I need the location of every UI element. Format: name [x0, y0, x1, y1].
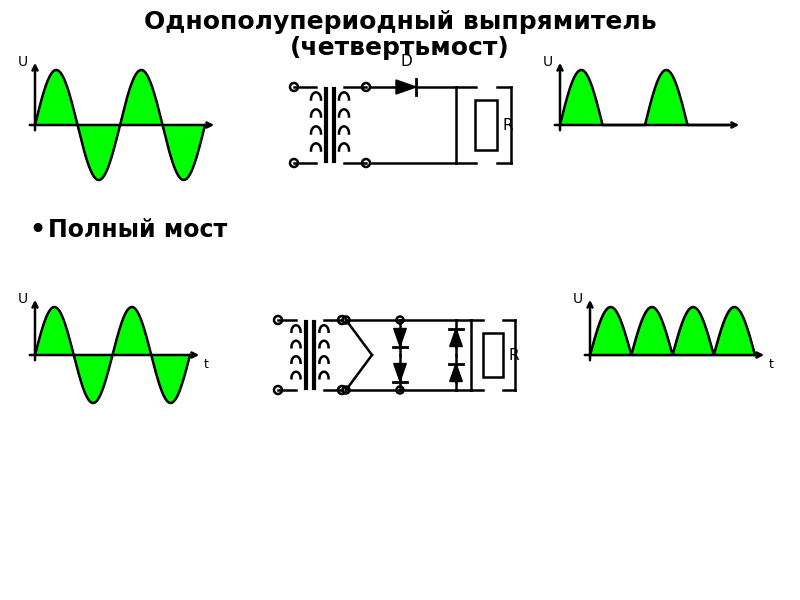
Polygon shape: [394, 364, 406, 382]
Text: •: •: [28, 215, 46, 245]
Text: Полный мост: Полный мост: [48, 218, 227, 242]
Text: U: U: [573, 292, 583, 306]
Text: D: D: [400, 54, 412, 69]
Polygon shape: [394, 329, 406, 346]
Text: (четвертьмост): (четвертьмост): [290, 36, 510, 60]
Bar: [475, 100, 497, 150]
Text: t: t: [203, 358, 209, 371]
Text: R: R: [508, 347, 518, 362]
Bar: [483, 333, 503, 377]
Text: Однополупериодный выпрямитель: Однополупериодный выпрямитель: [144, 10, 656, 34]
Polygon shape: [450, 329, 462, 346]
Text: t: t: [769, 358, 774, 371]
Text: U: U: [543, 55, 553, 69]
Text: U: U: [18, 55, 28, 69]
Text: R: R: [502, 118, 513, 133]
Polygon shape: [396, 80, 416, 94]
Text: U: U: [18, 292, 28, 306]
Polygon shape: [450, 364, 462, 382]
